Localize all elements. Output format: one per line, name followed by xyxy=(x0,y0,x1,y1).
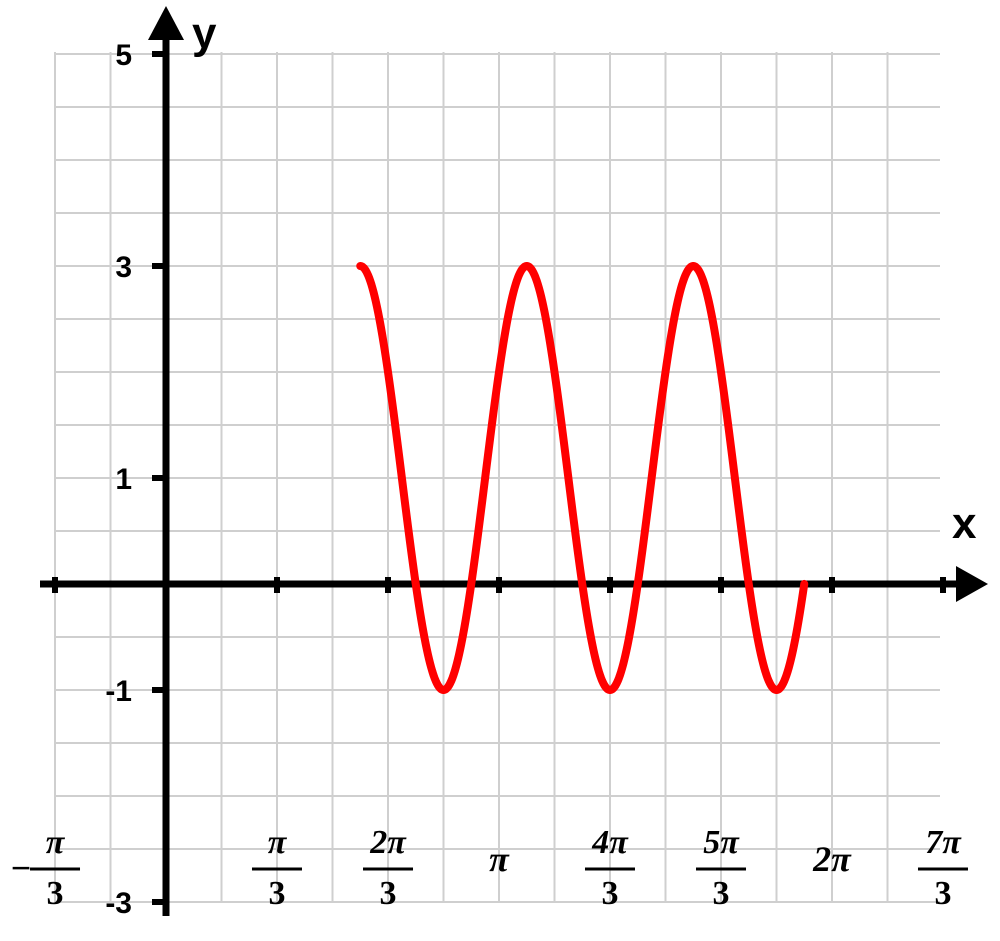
x-tick-label: π xyxy=(489,839,510,879)
x-tick-label-numerator: 4π xyxy=(591,824,629,861)
data-point xyxy=(693,266,694,267)
x-tick-label: 2π xyxy=(812,839,852,879)
x-axis-arrow xyxy=(956,566,988,602)
data-point xyxy=(804,266,805,267)
x-tick-label: 7π3 xyxy=(917,824,968,912)
series-line xyxy=(356,262,809,694)
x-tick-label-numerator: 5π xyxy=(703,824,740,861)
data-point xyxy=(526,266,527,267)
x-tick-label-denominator: 3 xyxy=(934,875,951,912)
series xyxy=(356,262,809,694)
x-tick-label-sign: − xyxy=(11,848,32,888)
axes xyxy=(40,6,988,916)
y-tick-label: 5 xyxy=(115,39,132,72)
data-point xyxy=(360,266,361,267)
y-axis-label: y xyxy=(192,9,217,58)
data-point xyxy=(776,690,777,691)
x-tick-label: 5π3 xyxy=(696,824,747,912)
x-tick-label-numerator: π xyxy=(46,824,66,861)
x-axis-label: x xyxy=(952,499,977,548)
x-tick-label-denominator: 3 xyxy=(601,875,618,912)
x-tick-label: π 3− xyxy=(11,824,81,912)
y-tick-label: 1 xyxy=(115,463,132,496)
x-tick-label-denominator: 3 xyxy=(380,875,397,912)
x-tick-label-denominator: 3 xyxy=(47,875,64,912)
y-tick-label: -3 xyxy=(105,887,132,920)
y-tick-label: -1 xyxy=(105,675,132,708)
x-tick-label-numerator: 2π xyxy=(369,824,407,861)
x-tick-label-denominator: 3 xyxy=(713,875,730,912)
ticks xyxy=(52,51,946,905)
y-axis-arrow xyxy=(148,6,184,40)
grid xyxy=(54,52,940,903)
x-tick-label: 4π3 xyxy=(584,824,635,912)
x-tick-label: 2π3 xyxy=(363,824,414,912)
data-point xyxy=(443,690,444,691)
x-tick-label-denominator: 3 xyxy=(268,875,285,912)
data-point xyxy=(609,690,610,691)
x-tick-label-numerator: 7π xyxy=(925,824,962,861)
x-tick-label-numerator: π xyxy=(268,824,288,861)
y-tick-label: 3 xyxy=(115,251,132,284)
x-tick-label: π3 xyxy=(251,824,302,912)
